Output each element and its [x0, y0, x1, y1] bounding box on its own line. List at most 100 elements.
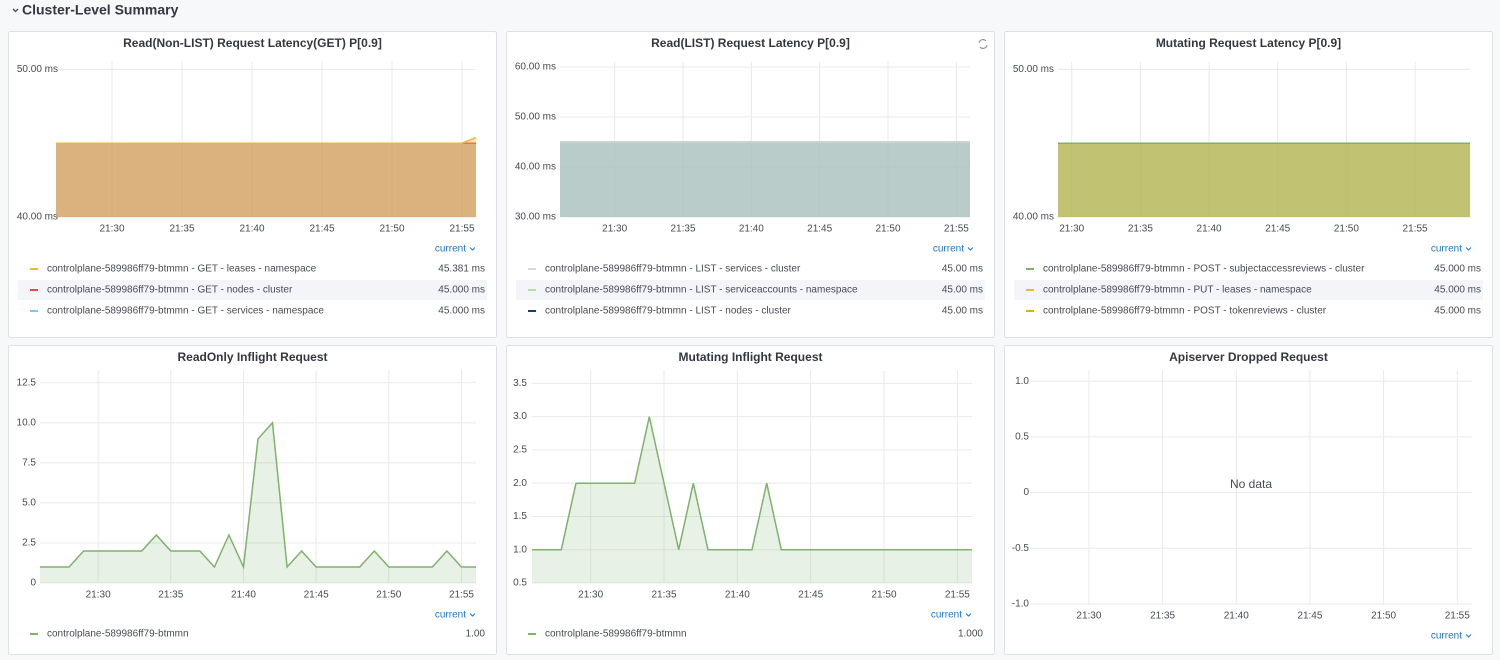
x-tick-label: 21:45	[304, 590, 329, 601]
y-tick-label: 10.0	[17, 417, 37, 428]
x-tick-label: 21:40	[725, 590, 750, 601]
y-tick-label: 50.00 ms	[17, 64, 58, 75]
panel-title: Apiserver Dropped Request	[1169, 350, 1328, 364]
legend-name: controlplane-589986ff79-btmmn - LIST - s…	[545, 264, 801, 275]
x-tick-label: 21:35	[670, 224, 695, 235]
x-tick-label: 21:45	[798, 590, 823, 601]
x-tick-label: 21:40	[239, 224, 264, 235]
legend-name: controlplane-589986ff79-btmmn - LIST - s…	[545, 285, 858, 296]
no-data: No data	[1230, 477, 1272, 491]
x-tick-label: 21:35	[1150, 611, 1175, 622]
legend-value: 45.000 ms	[1434, 285, 1481, 296]
x-tick-label: 21:45	[807, 224, 832, 235]
legend-header: current	[435, 610, 466, 621]
y-tick-label: 0	[1023, 487, 1029, 498]
panel-title: Mutating Inflight Request	[679, 350, 823, 364]
series-line	[40, 421, 476, 570]
panel-title: Read(Non-LIST) Request Latency(GET) P[0.…	[123, 36, 382, 50]
legend-sort-icon	[469, 613, 476, 617]
x-tick-label: 21:45	[1297, 611, 1322, 622]
x-tick-label: 21:50	[875, 224, 900, 235]
legend-name: controlplane-589986ff79-btmmn - PUT - le…	[1043, 285, 1312, 296]
y-tick-label: -1.0	[1012, 599, 1030, 610]
y-tick-label: 60.00 ms	[515, 62, 556, 73]
series-area	[56, 143, 476, 217]
series-line	[56, 136, 477, 144]
x-tick-label: 21:45	[1265, 224, 1290, 235]
series-area	[1058, 143, 1470, 217]
series-area	[40, 422, 476, 583]
legend-value: 45.000 ms	[438, 306, 485, 317]
legend-value: 45.000 ms	[438, 285, 485, 296]
legend-sort-icon	[1465, 634, 1472, 638]
legend-name: controlplane-589986ff79-btmmn - GET - se…	[47, 306, 324, 317]
series-area	[532, 416, 972, 583]
x-tick-label: 21:30	[86, 590, 111, 601]
panel	[506, 345, 995, 655]
y-tick-label: 40.00 ms	[515, 162, 556, 173]
legend-value: 45.00 ms	[942, 264, 983, 275]
x-tick-label: 21:50	[1371, 611, 1396, 622]
legend-name: controlplane-589986ff79-btmmn - POST - s…	[1043, 264, 1365, 275]
x-tick-label: 21:30	[602, 224, 627, 235]
legend-name: controlplane-589986ff79-btmmn - POST - t…	[1043, 306, 1327, 317]
x-tick-label: 21:30	[1076, 611, 1101, 622]
y-tick-label: 40.00 ms	[1013, 212, 1054, 223]
legend-name: controlplane-589986ff79-btmmn	[545, 629, 687, 640]
y-tick-label: 50.00 ms	[1013, 64, 1054, 75]
y-tick-label: 7.5	[22, 458, 36, 469]
row-title[interactable]: Cluster-Level Summary	[22, 2, 179, 18]
x-tick-label: 21:40	[1197, 224, 1222, 235]
legend-name: controlplane-589986ff79-btmmn - GET - le…	[47, 264, 317, 275]
series-area	[560, 142, 970, 217]
legend-header: current	[933, 244, 964, 255]
legend-row-bg	[18, 280, 487, 300]
legend-sort-icon	[967, 247, 974, 251]
refresh-icon	[978, 39, 988, 49]
refresh-arc	[978, 39, 988, 49]
y-tick-label: 2.5	[513, 445, 527, 456]
legend-value: 1.000	[958, 629, 983, 640]
y-tick-label: -0.5	[1012, 543, 1030, 554]
legend-value: 45.00 ms	[942, 285, 983, 296]
panel-title: Read(LIST) Request Latency P[0.9]	[651, 36, 850, 50]
y-tick-label: 30.00 ms	[515, 212, 556, 223]
legend-name: controlplane-589986ff79-btmmn	[47, 629, 189, 640]
y-tick-label: 2.0	[513, 478, 527, 489]
panel-title: Mutating Request Latency P[0.9]	[1156, 36, 1341, 50]
x-tick-label: 21:40	[231, 590, 256, 601]
x-tick-label: 21:30	[578, 590, 603, 601]
panel	[1004, 31, 1493, 338]
y-tick-label: 2.5	[22, 538, 36, 549]
panel	[506, 31, 995, 338]
series-area	[56, 137, 476, 217]
y-tick-label: 1.0	[513, 544, 527, 555]
y-tick-label: 1.0	[1015, 376, 1029, 387]
x-tick-label: 21:30	[1059, 224, 1084, 235]
series-line	[532, 416, 972, 551]
y-tick-label: 40.00 ms	[17, 212, 58, 223]
x-tick-label: 21:40	[739, 224, 764, 235]
legend-value: 45.000 ms	[1434, 306, 1481, 317]
x-tick-label: 21:35	[1128, 224, 1153, 235]
legend-header: current	[1431, 244, 1462, 255]
y-tick-label: 0	[30, 578, 36, 589]
x-tick-label: 21:55	[1403, 224, 1428, 235]
x-tick-label: 21:50	[379, 224, 404, 235]
legend-value: 45.00 ms	[942, 306, 983, 317]
y-tick-label: 1.5	[513, 511, 527, 522]
legend-value: 1.00	[466, 629, 486, 640]
x-tick-label: 21:55	[449, 590, 474, 601]
y-tick-label: 12.5	[17, 377, 37, 388]
x-tick-label: 21:55	[945, 590, 970, 601]
legend-value: 45.381 ms	[438, 264, 485, 275]
x-tick-label: 21:45	[309, 224, 334, 235]
x-tick-label: 21:40	[1224, 611, 1249, 622]
collapse-icon[interactable]	[12, 8, 19, 13]
legend-sort-icon	[469, 247, 476, 251]
y-tick-label: 5.0	[22, 498, 36, 509]
x-tick-label: 21:55	[1445, 611, 1470, 622]
panel-title: ReadOnly Inflight Request	[177, 350, 327, 364]
x-tick-label: 21:55	[944, 224, 969, 235]
